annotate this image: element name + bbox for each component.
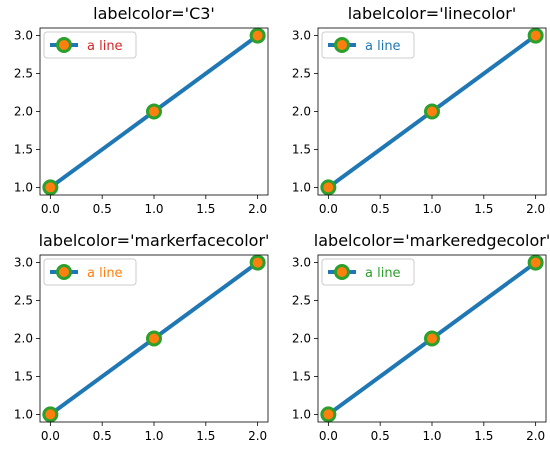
- chart-title: labelcolor='linecolor': [348, 4, 517, 23]
- axes-frame: [39, 254, 269, 423]
- legend-marker-swatch: [56, 264, 72, 280]
- axes-frame: [317, 27, 547, 196]
- y-tick-label: 2.0: [292, 332, 311, 346]
- y-tick-label: 1.5: [292, 369, 311, 383]
- y-tick-label: 1.0: [292, 407, 311, 421]
- chart-panel-2: labelcolor='linecolor' 0.0 0.5 1.0 1.5 2.0 1.0…: [292, 4, 547, 216]
- y-tick-label: 1.0: [14, 407, 33, 421]
- x-tick-label: 2.0: [526, 429, 545, 443]
- legend-label: a line: [365, 39, 401, 54]
- chart-title: labelcolor='C3': [93, 4, 215, 23]
- data-point: [424, 103, 440, 120]
- data-point: [146, 330, 162, 347]
- x-tick-label: 2.0: [248, 202, 267, 216]
- y-tick-label: 3.0: [14, 256, 33, 270]
- chart-panel-1: labelcolor='C3' 0.0 0.5 1.0 1.5 2.0 1.0 1.5 2.0 2…: [14, 4, 269, 216]
- legend-label: a line: [365, 266, 401, 281]
- chart-title: labelcolor='markerfacecolor': [39, 231, 270, 250]
- legend-marker-swatch: [334, 264, 350, 280]
- data-point: [42, 406, 59, 423]
- y-tick-label: 1.5: [14, 369, 33, 383]
- x-tick-label: 0.5: [93, 429, 112, 443]
- legend: a line: [321, 258, 415, 286]
- chart-title: labelcolor='markeredgecolor': [314, 231, 550, 250]
- y-tick-label: 3.0: [292, 29, 311, 43]
- x-tick-label: 0.0: [41, 429, 60, 443]
- x-tick-label: 0.0: [319, 429, 338, 443]
- y-tick-label: 1.5: [14, 142, 33, 156]
- y-tick-label: 2.5: [14, 67, 33, 81]
- y-tick-label: 1.0: [14, 180, 33, 194]
- x-tick-label: 1.5: [474, 202, 493, 216]
- y-tick-label: 1.0: [292, 180, 311, 194]
- x-tick-label: 1.5: [474, 429, 493, 443]
- x-tick-label: 0.0: [41, 202, 60, 216]
- x-tick-label: 2.0: [248, 429, 267, 443]
- data-point: [249, 254, 266, 271]
- data-point: [320, 179, 337, 196]
- x-tick-label: 0.5: [371, 429, 390, 443]
- y-tick-label: 3.0: [14, 29, 33, 43]
- x-tick-label: 1.0: [144, 429, 163, 443]
- x-tick-label: 1.5: [196, 429, 215, 443]
- data-point: [424, 330, 440, 347]
- legend: a line: [43, 31, 137, 59]
- data-point: [527, 27, 544, 44]
- y-tick-label: 2.5: [14, 294, 33, 308]
- y-tick-label: 3.0: [292, 256, 311, 270]
- axes-frame: [39, 27, 269, 196]
- x-tick-label: 1.0: [422, 202, 441, 216]
- x-tick-label: 1.0: [144, 202, 163, 216]
- chart-panel-4: labelcolor='markeredgecolor' 0.0 0.5 1.0 1.5…: [292, 231, 550, 443]
- legend-label: a line: [87, 39, 123, 54]
- data-point: [146, 103, 162, 120]
- chart-panel-3: labelcolor='markerfacecolor' 0.0 0.5 1.0 1.5…: [14, 231, 270, 443]
- x-tick-label: 2.0: [526, 202, 545, 216]
- x-tick-label: 1.5: [196, 202, 215, 216]
- legend-label: a line: [87, 266, 123, 281]
- data-point: [527, 254, 544, 271]
- legend-marker-swatch: [56, 37, 72, 53]
- x-tick-label: 0.0: [319, 202, 338, 216]
- x-tick-label: 0.5: [93, 202, 112, 216]
- data-point: [320, 406, 337, 423]
- y-tick-label: 2.0: [292, 105, 311, 119]
- axes-frame: [317, 254, 547, 423]
- legend: a line: [43, 258, 137, 286]
- y-tick-label: 1.5: [292, 142, 311, 156]
- y-tick-label: 2.0: [14, 332, 33, 346]
- x-tick-label: 0.5: [371, 202, 390, 216]
- data-point: [42, 179, 59, 196]
- legend-marker-swatch: [334, 37, 350, 53]
- y-tick-label: 2.0: [14, 105, 33, 119]
- data-point: [249, 27, 266, 44]
- legend: a line: [321, 31, 415, 59]
- y-tick-label: 2.5: [292, 294, 311, 308]
- y-tick-label: 2.5: [292, 67, 311, 81]
- x-tick-label: 1.0: [422, 429, 441, 443]
